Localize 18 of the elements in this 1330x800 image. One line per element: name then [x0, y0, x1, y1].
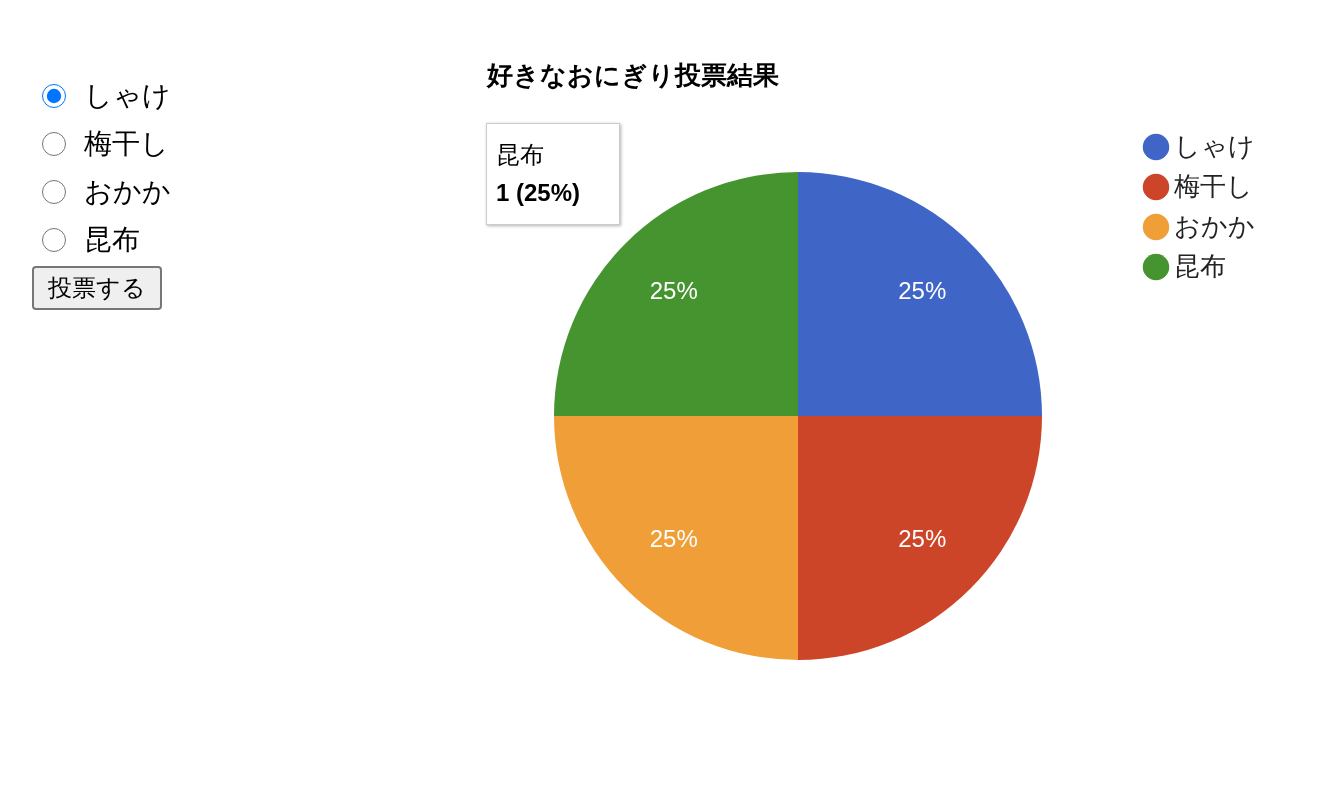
category-label: しゃけ: [84, 80, 171, 111]
tooltip-box: 昆布 1 (25%): [486, 123, 620, 225]
pie-slice: [798, 172, 1042, 416]
data-label: 25%: [649, 525, 698, 553]
category-label: 梅干し: [84, 128, 169, 159]
data-label: 25%: [898, 276, 947, 304]
category-label: 昆布: [84, 224, 140, 255]
legend-label: おかか: [1174, 211, 1255, 241]
legend-label: 梅干し: [1173, 171, 1253, 201]
vote-button: 投票する: [32, 266, 162, 310]
pie-slice: [554, 416, 798, 660]
legend-label: しゃけ: [1174, 131, 1255, 161]
data-label: 25%: [898, 525, 947, 553]
pie-slice: [798, 416, 1042, 660]
data-label: 25%: [649, 276, 698, 304]
category-label: おかか: [84, 176, 171, 207]
chart-title: 好きなおにぎり投票結果: [486, 60, 779, 90]
legend-label: 昆布: [1174, 251, 1226, 281]
